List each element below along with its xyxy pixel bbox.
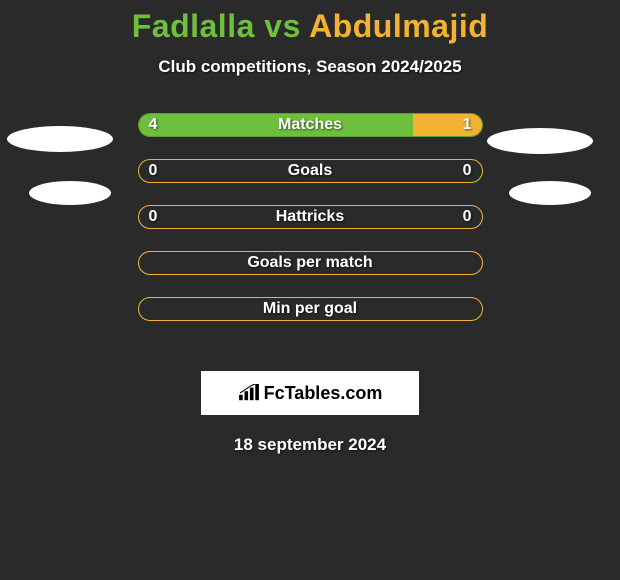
bar-left-value: 4 <box>149 116 158 134</box>
logo-box: FcTables.com <box>201 371 419 415</box>
player-a-name: Fadlalla <box>132 8 255 44</box>
stat-bar-hattricks: Hattricks0 0 <box>138 205 483 229</box>
player-shadow-ellipse <box>487 128 593 154</box>
player-shadow-ellipse <box>509 181 591 205</box>
logo-text: FcTables.com <box>264 383 383 404</box>
bar-label: Min per goal <box>139 300 482 318</box>
page-title: Fadlalla vs Abdulmajid <box>0 0 620 45</box>
bar-right-value: 0 <box>463 208 472 226</box>
date-label: 18 september 2024 <box>0 435 620 455</box>
bar-label: Goals per match <box>139 254 482 272</box>
player-shadow-ellipse <box>7 126 113 152</box>
bar-right-value: 0 <box>463 162 472 180</box>
stat-bar-goals: Goals0 0 <box>138 159 483 183</box>
bar-label: Hattricks <box>139 208 482 226</box>
subtitle: Club competitions, Season 2024/2025 <box>0 57 620 77</box>
comparison-chart: Matches41Goals00Hattricks00Goals per mat… <box>0 113 620 363</box>
bar-label: Goals <box>139 162 482 180</box>
player-b-name: Abdulmajid <box>309 8 488 44</box>
bar-left-value: 0 <box>149 162 158 180</box>
bar-chart-icon <box>238 384 260 402</box>
stat-bar-goals-per-match: Goals per match <box>138 251 483 275</box>
vs-separator: vs <box>255 8 309 44</box>
stat-bar-matches: Matches4 1 <box>138 113 483 137</box>
bar-label: Matches <box>139 116 482 134</box>
bar-right-value: 1 <box>463 116 472 134</box>
stat-bar-min-per-goal: Min per goal <box>138 297 483 321</box>
player-shadow-ellipse <box>29 181 111 205</box>
bar-left-value: 0 <box>149 208 158 226</box>
